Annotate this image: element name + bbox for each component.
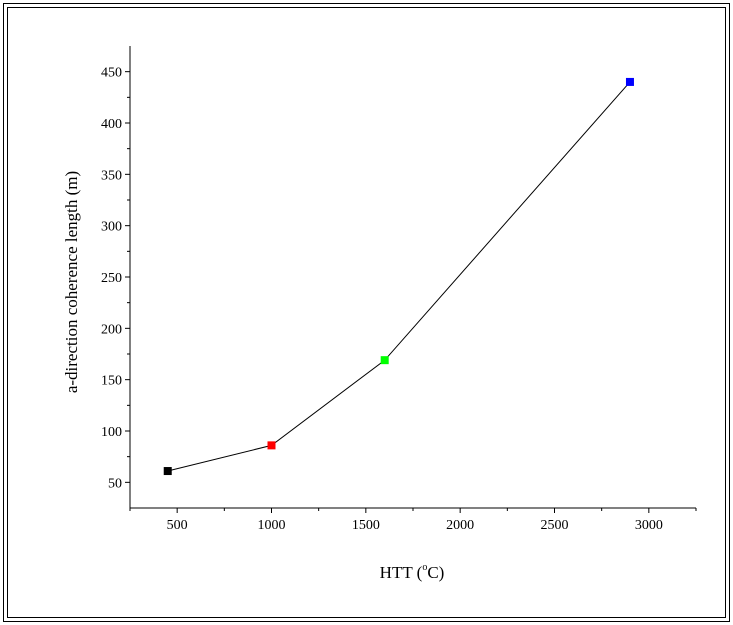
inner-border xyxy=(7,7,726,618)
y-tick-label: 100 xyxy=(101,425,122,440)
y-tick-label: 50 xyxy=(108,476,122,491)
y-tick-label: 200 xyxy=(101,322,122,337)
x-axis-title: HTT (oC) xyxy=(380,562,445,582)
y-tick-label: 150 xyxy=(101,374,122,389)
y-tick-label: 250 xyxy=(101,271,122,286)
y-tick-label: 400 xyxy=(101,117,122,132)
plot-area: 50 100 150 200 250 300 350 400 450 500 1000 1500 20… xyxy=(101,46,697,533)
y-tick-label: 450 xyxy=(101,66,122,81)
x-tick-label: 2500 xyxy=(541,518,569,533)
y-tick-label: 350 xyxy=(101,168,122,183)
series-line xyxy=(167,81,631,472)
data-point-marker xyxy=(380,356,389,365)
y-tick-label: 300 xyxy=(101,220,122,235)
data-point-marker xyxy=(267,441,276,450)
y-axis-title: a-direction coherence length (m) xyxy=(62,171,81,393)
data-point-marker xyxy=(625,77,634,86)
outer-border xyxy=(3,3,730,622)
x-tick-label: 1500 xyxy=(352,518,380,533)
data-markers xyxy=(163,77,634,476)
x-tick-label: 2000 xyxy=(446,518,474,533)
x-tick-label: 500 xyxy=(167,518,188,533)
x-axis-ticks: 500 1000 1500 2000 2500 3000 xyxy=(129,508,697,533)
data-point-marker xyxy=(163,467,172,476)
x-tick-label: 1000 xyxy=(258,518,286,533)
y-axis-ticks: 50 100 150 200 250 300 350 400 450 xyxy=(101,66,130,491)
x-tick-label: 3000 xyxy=(635,518,663,533)
